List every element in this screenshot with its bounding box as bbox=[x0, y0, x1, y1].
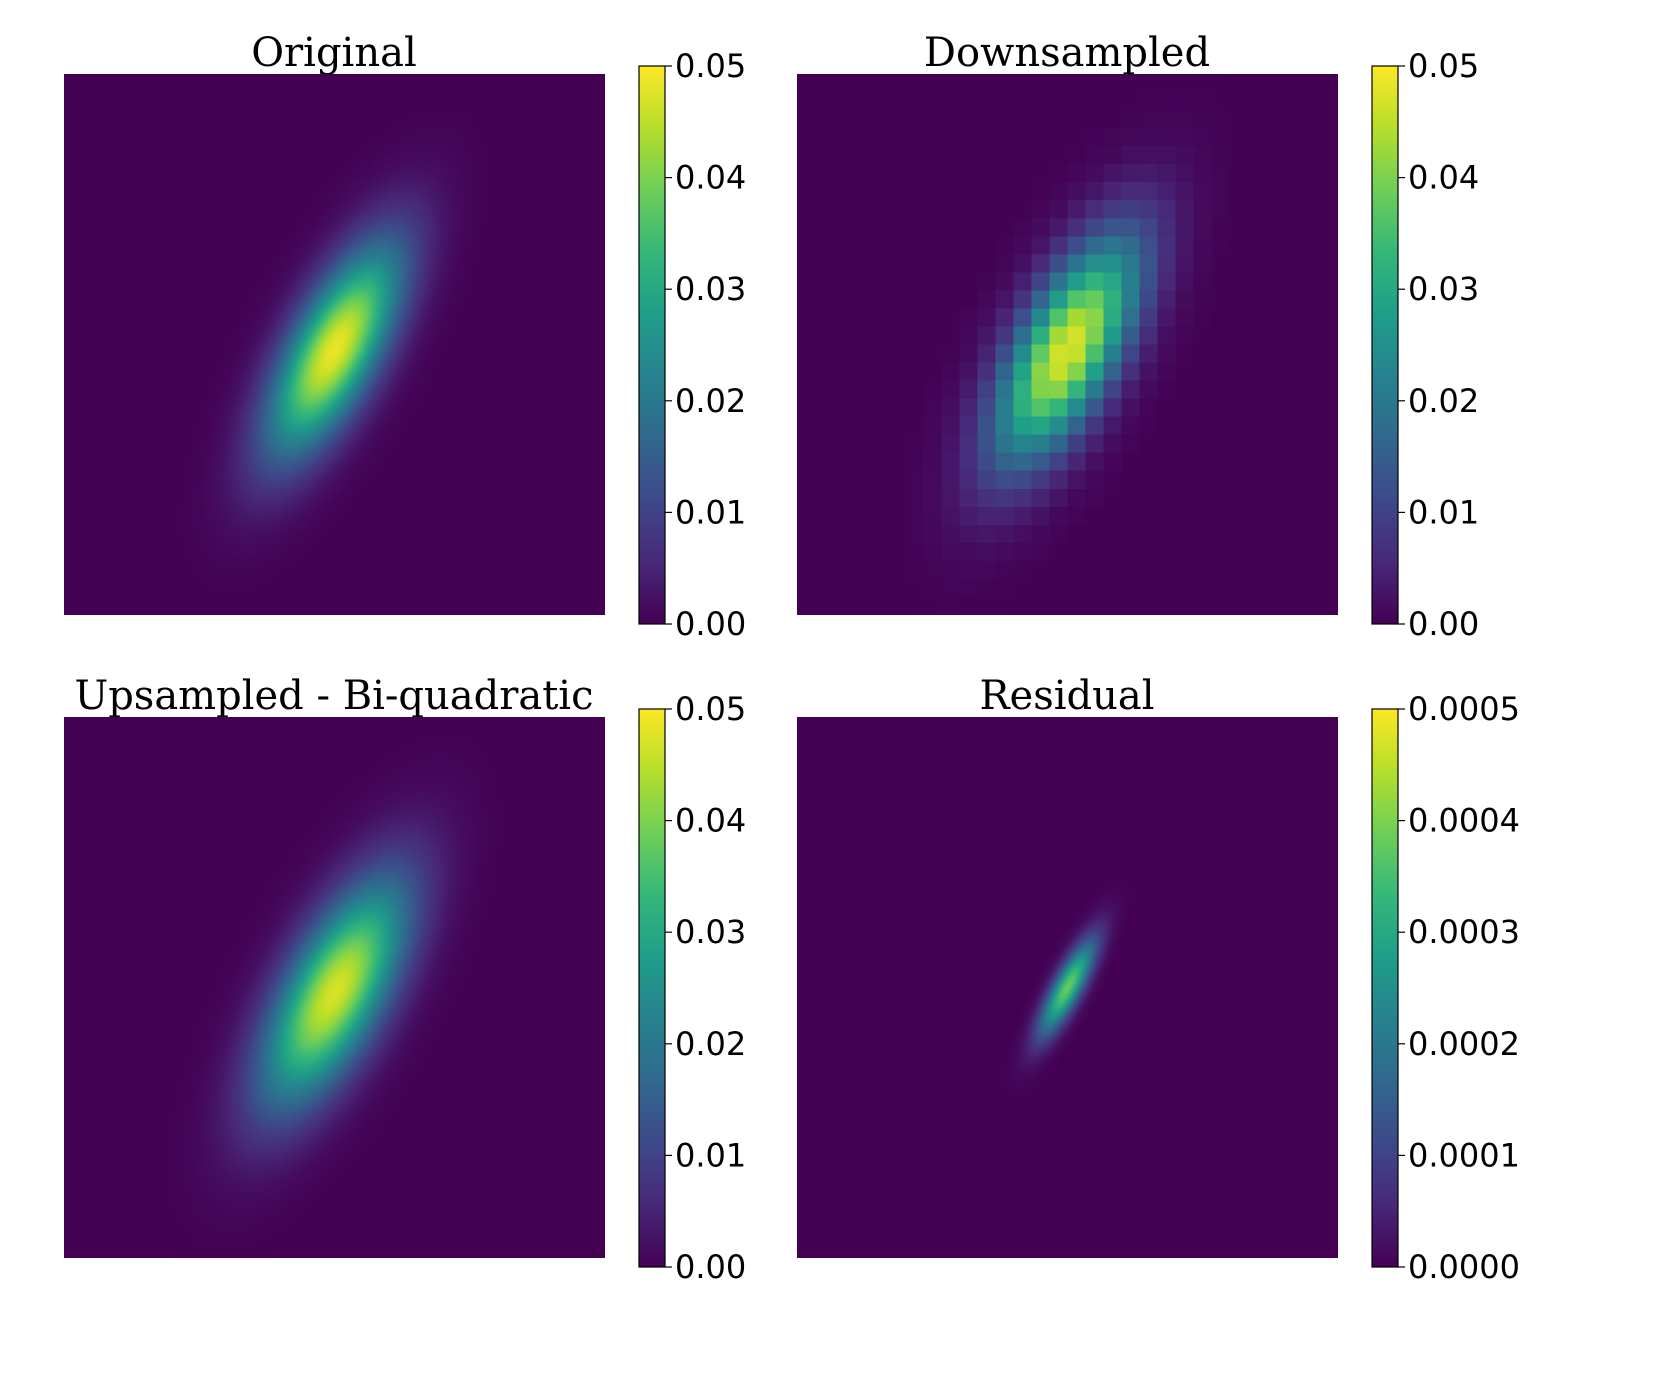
panel-title: Residual bbox=[979, 673, 1154, 719]
colorbar-tick-label: 0.0004 bbox=[1408, 802, 1520, 840]
panel-1: Original 0.00 0.01 0.02 0.03 0.04 0.05 bbox=[64, 30, 746, 643]
colorbar-tick-label: 0.0003 bbox=[1408, 913, 1520, 951]
colorbar-tick-label: 0.03 bbox=[675, 270, 746, 308]
colorbar bbox=[638, 65, 666, 625]
colorbar-tick-label: 0.02 bbox=[1408, 382, 1479, 420]
heatmap-image bbox=[797, 717, 1338, 1258]
heatmap-image bbox=[64, 74, 605, 615]
panel-2: Downsampled 0.00 0.01 0.02 0.03 0.04 0.05 bbox=[797, 30, 1479, 643]
colorbar-tick-label: 0.05 bbox=[675, 690, 746, 728]
colorbar-tick-label: 0.00 bbox=[675, 1248, 746, 1286]
colorbar-tick-label: 0.04 bbox=[1408, 159, 1479, 197]
colorbar-tick-label: 0.05 bbox=[675, 47, 746, 85]
heatmap-image bbox=[797, 74, 1338, 615]
colorbar bbox=[1371, 65, 1399, 625]
colorbar-tick-label: 0.02 bbox=[675, 382, 746, 420]
colorbar-tick-label: 0.00 bbox=[1408, 605, 1479, 643]
colorbar bbox=[638, 708, 666, 1268]
colorbar-tick-label: 0.00 bbox=[675, 605, 746, 643]
colorbar-tick-label: 0.03 bbox=[675, 913, 746, 951]
colorbar bbox=[1371, 708, 1399, 1268]
colorbar-tick-label: 0.04 bbox=[675, 802, 746, 840]
colorbar-tick-label: 0.02 bbox=[675, 1025, 746, 1063]
colorbar-tick-label: 0.0005 bbox=[1408, 690, 1520, 728]
colorbar-tick-label: 0.0000 bbox=[1408, 1248, 1520, 1286]
colorbar-tick-label: 0.0001 bbox=[1408, 1136, 1520, 1174]
colorbar-tick-label: 0.0002 bbox=[1408, 1025, 1520, 1063]
colorbar-tick-label: 0.03 bbox=[1408, 270, 1479, 308]
panel-3: Upsampled - Bi-quadratic 0.00 0.01 0.02 0.03… bbox=[64, 673, 746, 1286]
heatmap-image bbox=[64, 717, 605, 1258]
colorbar-tick-label: 0.01 bbox=[675, 493, 746, 531]
panel-title: Downsampled bbox=[924, 30, 1210, 76]
panel-title: Original bbox=[251, 30, 417, 76]
colorbar-tick-label: 0.05 bbox=[1408, 47, 1479, 85]
colorbar-tick-label: 0.01 bbox=[675, 1136, 746, 1174]
colorbar-tick-label: 0.01 bbox=[1408, 493, 1479, 531]
colorbar-tick-label: 0.04 bbox=[675, 159, 746, 197]
panel-title: Upsampled - Bi-quadratic bbox=[74, 673, 593, 719]
panel-4: Residual 0.0000 0.0001 0.0002 0.0003 0.0004 0.… bbox=[797, 673, 1520, 1286]
